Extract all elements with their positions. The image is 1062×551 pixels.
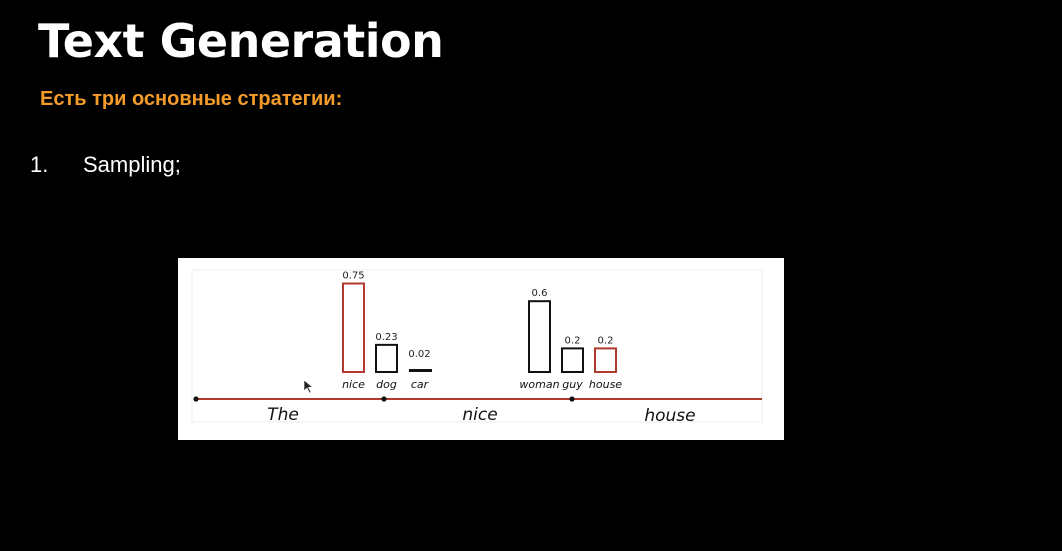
list-item: 1. Sampling; (30, 152, 181, 178)
probability-label: 0.75 (342, 271, 364, 282)
probability-label: 0.2 (565, 335, 581, 346)
step-word: The (267, 405, 299, 425)
candidate-bar (409, 369, 432, 372)
mouse-cursor-icon (303, 379, 314, 394)
strategy-list: 1. Sampling; (30, 152, 181, 178)
slide-title: Text Generation (38, 14, 444, 68)
candidate-word-label: dog (376, 378, 397, 391)
step-word: nice (462, 405, 497, 425)
list-item-number: 1. (30, 152, 49, 177)
candidate-word-label: house (589, 378, 622, 391)
probability-label: 0.02 (408, 349, 430, 360)
candidate-word-label: nice (342, 378, 365, 391)
candidate-bar (375, 343, 398, 373)
candidate-bar (342, 282, 365, 373)
candidate-bars: 0.75 nice 0.23 dog 0.02 car 0.6 woman 0.2 guy 0.2 h… (342, 271, 622, 391)
sampling-diagram: The nice house 0.75 nice 0.23 dog 0.02 car 0.6… (178, 258, 784, 440)
timeline-node (193, 396, 199, 402)
candidate-bar (594, 347, 617, 374)
candidate-bar (528, 300, 551, 374)
slide-subtitle: Есть три основные стратегии: (40, 88, 343, 110)
candidate-word-label: car (411, 378, 430, 391)
candidate-word-label: woman (519, 378, 559, 391)
timeline-node (569, 396, 575, 402)
probability-label: 0.23 (375, 332, 397, 343)
plot-frame (191, 269, 763, 423)
probability-label: 0.6 (532, 288, 548, 299)
sampling-diagram-canvas: The nice house 0.75 nice 0.23 dog 0.02 car 0.6… (191, 269, 763, 426)
step-word: house (644, 406, 695, 426)
probability-label: 0.2 (598, 335, 614, 346)
candidate-word-label: guy (562, 378, 583, 391)
candidate-bar (561, 347, 584, 374)
list-item-text: Sampling; (83, 152, 181, 177)
timeline-node (381, 396, 387, 402)
